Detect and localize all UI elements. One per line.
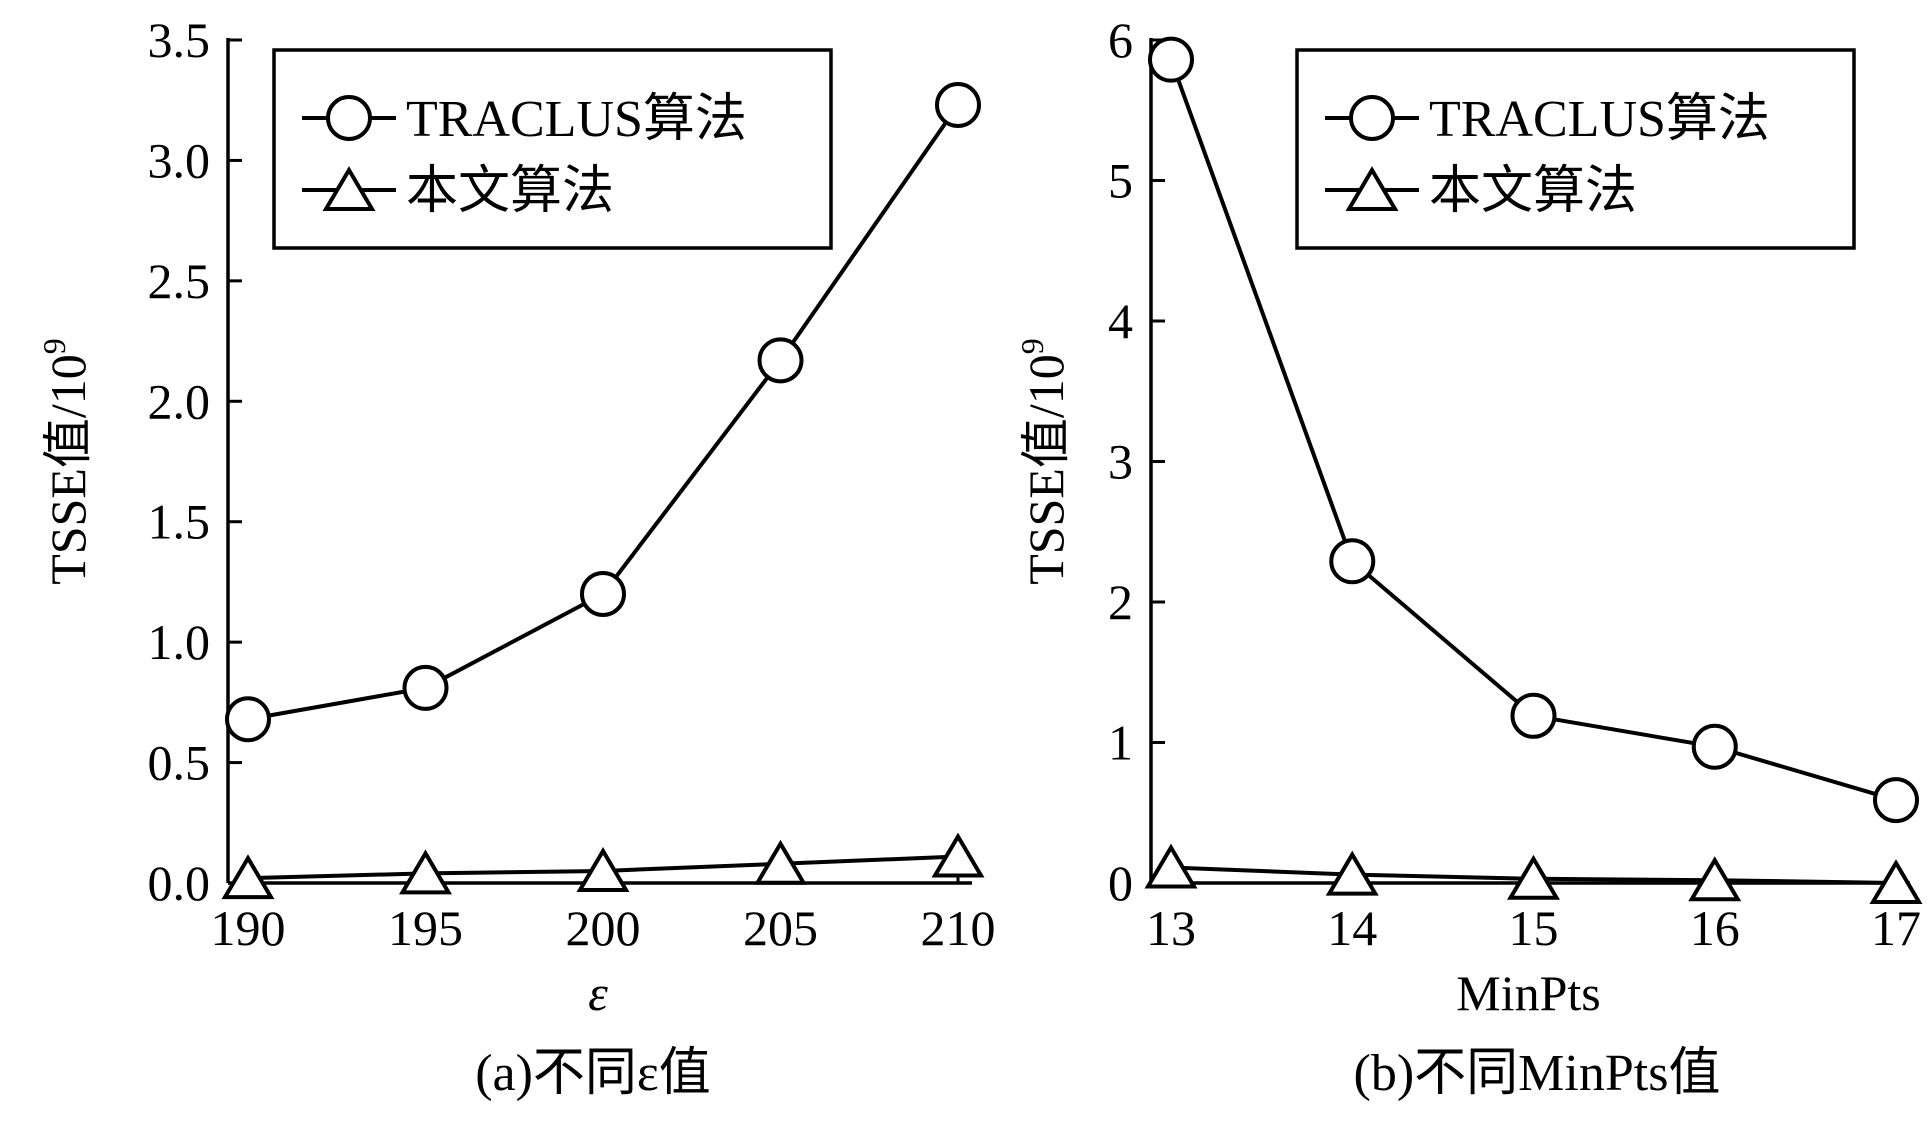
y-tick-label: 3	[1108, 434, 1133, 490]
x-tick-label: 17	[1871, 900, 1921, 956]
y-tick-label: 1.5	[148, 494, 211, 550]
y-axis-label-exponent: 9	[36, 338, 72, 354]
x-tick-label: 14	[1327, 900, 1377, 956]
y-tick-label: 5	[1108, 153, 1133, 209]
legend-label-1: TRACLUS算法	[1429, 91, 1770, 148]
legend-marker-1	[326, 95, 372, 141]
data-point-2-4	[753, 839, 808, 885]
data-point-2-5	[931, 832, 985, 878]
legend-label-2: 本文算法	[406, 163, 614, 220]
x-tick-label: 13	[1146, 900, 1196, 956]
data-point-1-1	[1148, 36, 1194, 83]
data-point-1-2	[402, 664, 449, 711]
y-tick-label: 2.5	[148, 253, 211, 309]
y-tick-label: 6	[1108, 12, 1133, 68]
x-tick-label: 205	[743, 900, 818, 956]
x-tick-label: 190	[211, 900, 286, 956]
x-axis-label: ε	[588, 965, 608, 1021]
legend-marker-1	[1349, 95, 1395, 141]
x-tick-label: 210	[921, 900, 996, 956]
data-point-2-4	[1688, 856, 1742, 902]
data-point-2-3	[576, 847, 630, 892]
y-tick-label: 2.0	[148, 373, 211, 429]
y-tick-label: 0	[1108, 855, 1133, 911]
legend-marker-2	[322, 166, 376, 211]
legend-label-1: TRACLUS算法	[406, 91, 747, 148]
data-point-2-3	[1506, 854, 1561, 900]
x-axis-label: MinPts	[1456, 965, 1601, 1021]
x-tick-label: 200	[566, 900, 641, 956]
data-point-1-4	[1691, 723, 1738, 770]
data-point-1-3	[1510, 692, 1557, 739]
y-tick-label: 4	[1108, 293, 1133, 349]
legend-box	[1295, 48, 1856, 250]
data-point-1-5	[935, 82, 981, 129]
data-point-1-5	[1873, 777, 1919, 824]
data-point-1-4	[757, 337, 804, 384]
y-tick-label: 3.0	[148, 132, 211, 188]
chart-caption: (a)不同ε值	[475, 1045, 711, 1102]
data-point-2-1	[1144, 843, 1198, 889]
y-axis-label: TSSE值/109	[36, 338, 96, 585]
data-point-1-2	[1329, 538, 1376, 585]
y-tick-label: 3.5	[148, 12, 211, 68]
y-tick-label: 0.5	[148, 735, 211, 791]
chart-b: 0 1 2 3 4 5 6 13 14 15 16 17 MinPts TSSE值/109 TRACLUS算…	[1014, 12, 1923, 1102]
data-point-1-1	[225, 696, 271, 743]
legend-box	[272, 48, 833, 250]
legend-label-2: 本文算法	[1429, 163, 1637, 220]
x-tick-label: 195	[388, 900, 463, 956]
data-point-2-2	[1325, 850, 1379, 896]
chart-a: 0.0 0.5 1.0 1.5 2.0 2.5 3.0 3.5 190 195 200 205 210 ε…	[36, 12, 996, 1102]
y-tick-label: 0.0	[148, 855, 211, 911]
y-tick-label: 1	[1108, 715, 1133, 771]
y-tick-label: 2	[1108, 574, 1133, 630]
legend-marker-2	[1345, 166, 1399, 211]
data-point-1-3	[580, 570, 626, 617]
data-point-2-5	[1869, 859, 1923, 904]
data-point-2-2	[398, 849, 453, 895]
chart-caption: (b)不同MinPts值	[1354, 1045, 1721, 1102]
y-tick-label: 1.0	[148, 614, 211, 670]
x-tick-label: 16	[1690, 900, 1740, 956]
y-axis-label-exponent: 9	[1014, 338, 1050, 354]
y-axis-label: TSSE值/109	[1014, 338, 1074, 585]
x-tick-label: 15	[1509, 900, 1559, 956]
data-point-2-1	[221, 854, 275, 900]
